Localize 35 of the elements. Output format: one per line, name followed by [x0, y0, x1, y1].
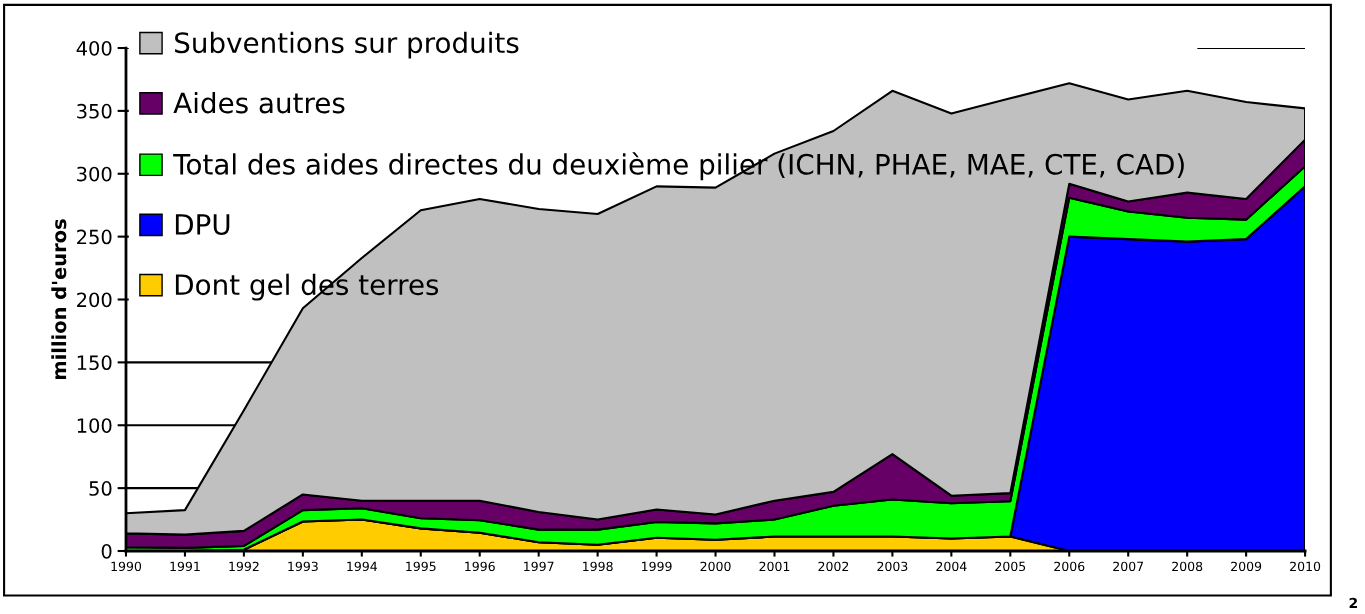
y-tick-label: 350 [77, 103, 112, 119]
x-tick-label: 2005 [995, 561, 1026, 572]
x-tick-label: 2007 [1113, 561, 1144, 572]
legend-label: Aides autres [173, 91, 345, 114]
x-tick-label: 1995 [406, 561, 436, 572]
x-tick-label: 2008 [1172, 561, 1203, 572]
x-tick-label: 1990 [111, 561, 142, 572]
x-tick-label: 2001 [759, 561, 790, 572]
legend-label: Subventions sur produits [175, 31, 519, 59]
y-axis-title: million d'euros [51, 219, 67, 380]
y-tick-label: 300 [77, 166, 112, 182]
y-tick-label: 100 [77, 418, 112, 433]
y-tick-label: 50 [89, 481, 112, 496]
x-tick-label: 2010 [1290, 561, 1321, 572]
legend-label: DPU [175, 214, 230, 235]
text: 2 [1349, 597, 1357, 609]
x-tick-label: 1994 [347, 561, 378, 572]
x-tick-label: 1997 [524, 561, 554, 572]
x-tick-label: 2009 [1231, 561, 1262, 572]
x-tick-label: 1991 [170, 561, 200, 572]
x-tick-label: 2006 [1054, 561, 1085, 572]
y-tick-label: 0 [101, 543, 112, 559]
y-tick-label: 400 [76, 40, 112, 56]
x-tick-label: 2002 [818, 561, 849, 572]
x-tick-label: 1993 [288, 561, 318, 572]
x-tick-label: 1999 [642, 561, 672, 572]
x-tick-label: 2000 [700, 561, 731, 572]
x-tick-label: 2003 [877, 561, 908, 572]
x-tick-label: 1996 [465, 561, 495, 572]
y-tick-label: 150 [77, 355, 112, 371]
y-tick-label: 200 [77, 292, 112, 308]
x-tick-label: 1998 [583, 561, 613, 572]
x-tick-label: 2004 [936, 561, 967, 572]
x-tick-label: 1992 [229, 561, 259, 572]
y-tick-label: 250 [77, 229, 112, 245]
